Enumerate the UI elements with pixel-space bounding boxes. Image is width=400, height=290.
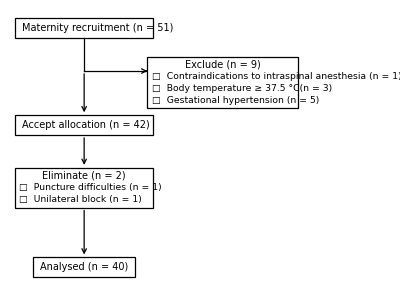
Text: Accept allocation (n = 42): Accept allocation (n = 42) (22, 120, 150, 130)
Bar (33, 257, 135, 277)
Bar (148, 57, 298, 108)
Text: Maternity recruitment (n = 51): Maternity recruitment (n = 51) (22, 23, 174, 33)
Text: □  Contraindications to intraspinal anesthesia (n = 1): □ Contraindications to intraspinal anest… (152, 72, 400, 81)
Text: □  Body temperature ≥ 37.5 °C(n = 3): □ Body temperature ≥ 37.5 °C(n = 3) (152, 84, 332, 93)
Bar (15, 115, 154, 135)
Text: Exclude (n = 9): Exclude (n = 9) (185, 59, 261, 70)
Text: Analysed (n = 40): Analysed (n = 40) (40, 262, 129, 272)
Text: □  Unilateral block (n = 1): □ Unilateral block (n = 1) (19, 195, 142, 204)
Text: □  Puncture difficulties (n = 1): □ Puncture difficulties (n = 1) (19, 183, 162, 192)
Bar (15, 19, 154, 38)
Text: □  Gestational hypertension (n = 5): □ Gestational hypertension (n = 5) (152, 96, 319, 105)
Bar (15, 168, 154, 208)
Text: Eliminate (n = 2): Eliminate (n = 2) (42, 171, 126, 181)
